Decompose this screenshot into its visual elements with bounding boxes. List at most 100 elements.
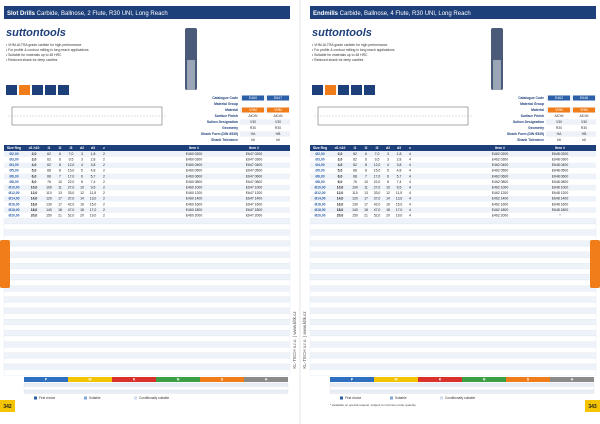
- spec-value: HA: [557, 132, 562, 136]
- empty-row: [309, 274, 597, 281]
- material-letter: K: [439, 378, 442, 382]
- table-cell: 16: [80, 202, 84, 206]
- material-letter: M: [395, 378, 398, 382]
- table-cell: E647 1400: [246, 197, 263, 201]
- empty-row: [3, 274, 291, 281]
- table-cell: 4: [387, 163, 389, 167]
- empty-row: [3, 324, 291, 331]
- table-cell: 5,7: [397, 174, 402, 178]
- bullet: • Reduced shank for deep cavities: [312, 58, 364, 62]
- table-cell: E462 1400: [492, 197, 509, 201]
- table-cell: Ø3,00: [9, 157, 18, 161]
- table-cell: 150: [352, 213, 358, 217]
- empty-row: [309, 251, 597, 258]
- table-cell: 11,5: [396, 191, 402, 195]
- table-header-cell: Item #: [495, 146, 505, 150]
- table-cell: E462 1600: [492, 202, 509, 206]
- table-cell: 16,0: [337, 202, 344, 206]
- page-title: Slot Drills Carbide, Ballnose, 2 Flute, …: [7, 11, 168, 17]
- spec-label: Material: [531, 108, 544, 112]
- spec-material: [548, 107, 570, 113]
- table-cell: 2: [103, 191, 105, 195]
- page-tab: [0, 400, 15, 412]
- side-text: KL-TECH s.r.o. | www.kltk.cz: [302, 311, 307, 369]
- spec-material: [267, 107, 289, 113]
- spec-row: [546, 131, 596, 137]
- table-cell: 6: [81, 174, 83, 178]
- page: Slot Drills Carbide, Ballnose, 2 Flute, …: [0, 6, 297, 412]
- material-block: [24, 377, 68, 382]
- table-cell: 10,0: [337, 185, 344, 189]
- spec-value: VHM: [249, 108, 257, 112]
- spec-value: V30: [250, 120, 256, 124]
- spec-value: h6: [557, 138, 561, 142]
- table-cell: E647 2000: [246, 213, 263, 217]
- table-cell: 14: [80, 197, 84, 201]
- legend-label: Suitable: [395, 396, 407, 400]
- table-cell: 18: [80, 208, 84, 212]
- table-cell: 4: [409, 157, 411, 161]
- table-cell: 4: [409, 174, 411, 178]
- spec-label: Geometry: [528, 126, 544, 130]
- table-cell: E460 1000: [186, 185, 203, 189]
- table-row-bg: [4, 196, 290, 202]
- table-cell: E648 1600: [552, 202, 569, 206]
- empty-row: [309, 246, 597, 253]
- table-cell: 19,0: [90, 213, 97, 217]
- table-cell: 2: [103, 180, 105, 184]
- table-cell: 7,4: [91, 180, 96, 184]
- spec-code: [267, 95, 289, 101]
- table-cell: 21: [58, 213, 62, 217]
- icon: [58, 85, 69, 95]
- spec-value: R30: [275, 126, 281, 130]
- material-block: [244, 377, 288, 382]
- table-cell: E647 1000: [246, 185, 263, 189]
- spec-row: [546, 95, 596, 101]
- table-cell: 19,0: [396, 213, 403, 217]
- legend-swatch: [84, 396, 87, 400]
- empty-row: [309, 279, 597, 286]
- material-letter: S: [221, 378, 224, 382]
- table-cell: 4: [409, 185, 411, 189]
- table-cell: 7,0: [375, 152, 380, 156]
- table-cell: E647 1600: [246, 202, 263, 206]
- spec-row: [546, 107, 596, 113]
- empty-row: [3, 358, 291, 365]
- table-cell: 12: [80, 191, 84, 195]
- table-cell: 62: [47, 163, 51, 167]
- table-cell: 120: [352, 197, 358, 201]
- table-cell: E462 0500: [492, 169, 509, 173]
- table-cell: 3: [387, 152, 389, 156]
- empty-row: [309, 235, 597, 241]
- table-cell: 21: [364, 213, 368, 217]
- table-cell: E647 0300: [246, 157, 263, 161]
- empty-row: [3, 352, 291, 359]
- material-grid: [23, 382, 289, 387]
- table-cell: 8,0: [338, 180, 343, 184]
- material-block: [156, 377, 200, 382]
- table-cell: 5: [81, 169, 83, 173]
- table-cell: 5,0: [32, 169, 37, 173]
- table-cell: 9,5: [91, 185, 96, 189]
- empty-row: [309, 330, 597, 337]
- material-block: [418, 377, 462, 382]
- table-cell: E647 1200: [246, 191, 263, 195]
- table-cell: E462 1200: [492, 191, 509, 195]
- empty-row: [309, 223, 597, 230]
- table-cell: E648 0300: [552, 157, 569, 161]
- table-cell: 2: [103, 174, 105, 178]
- icon: [325, 85, 336, 95]
- table-cell: 10: [364, 180, 368, 184]
- bullet: • VHM-ULTRA grade carbide for high perfo…: [6, 43, 81, 47]
- empty-row: [309, 257, 597, 264]
- table-cell: 2: [103, 157, 105, 161]
- spec-material: [573, 107, 595, 113]
- table-cell: 4: [409, 169, 411, 173]
- legend-label: Conditionally suitable: [139, 396, 169, 400]
- spec-value: h6: [582, 138, 586, 142]
- table-cell: 11,5: [90, 191, 96, 195]
- table-cell: 100: [352, 185, 358, 189]
- spec-value: VHM: [274, 108, 282, 112]
- logo: suttontools: [6, 27, 66, 39]
